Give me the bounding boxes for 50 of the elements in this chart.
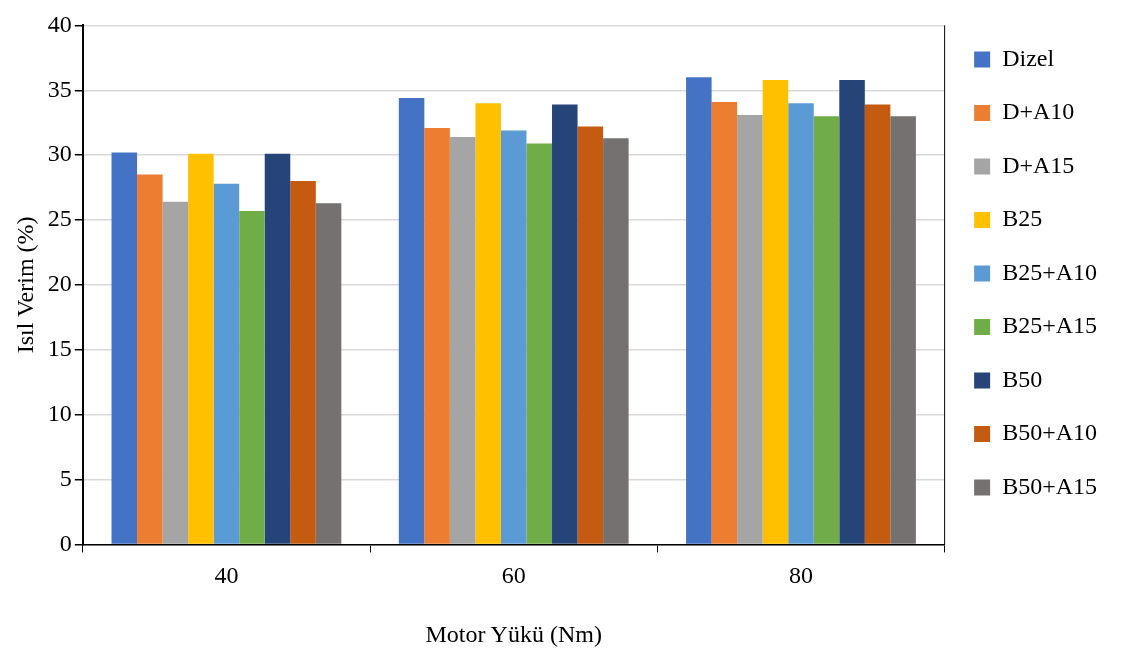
bar [475, 103, 501, 544]
x-tick-label: 60 [501, 562, 526, 589]
y-tick-label: 30 [47, 140, 72, 167]
legend-label: Dizel [1002, 44, 1055, 71]
y-tick-label: 10 [47, 399, 72, 426]
y-tick-label: 35 [47, 75, 72, 102]
bar [864, 104, 891, 544]
y-axis-title: Isıl Verim (%) [11, 216, 38, 354]
legend-label: B50 [1002, 365, 1043, 392]
legend-label: B25+A10 [1002, 258, 1097, 285]
bar [839, 79, 865, 544]
bar [162, 201, 189, 544]
bar [526, 143, 553, 544]
y-tick-label: 25 [47, 205, 72, 232]
bar [737, 114, 763, 544]
bar [398, 98, 425, 544]
legend-label: B25+A15 [1002, 312, 1097, 339]
legend-label: B25 [1002, 205, 1043, 232]
bar [686, 77, 712, 544]
y-tick-label: 15 [47, 335, 72, 362]
bar [603, 138, 629, 544]
y-tick-label: 40 [47, 10, 72, 37]
bar [188, 153, 214, 544]
bar [552, 104, 578, 544]
bar [239, 210, 265, 544]
x-tick-label: 80 [788, 562, 813, 589]
y-tick-label: 0 [59, 529, 72, 556]
legend-label: D+A15 [1002, 151, 1075, 178]
bar [315, 203, 342, 544]
legend-label: B50+A10 [1002, 419, 1097, 446]
bar [788, 103, 814, 544]
bar [137, 174, 163, 544]
legend-label: D+A10 [1002, 98, 1075, 125]
y-tick-label: 20 [47, 270, 72, 297]
bar [449, 136, 476, 544]
bar [424, 127, 450, 544]
y-tick-label: 5 [59, 464, 72, 491]
bar [213, 183, 240, 544]
bar [890, 116, 916, 544]
bar [577, 126, 604, 544]
bar [111, 152, 138, 544]
bar [813, 116, 840, 544]
bar [711, 101, 738, 544]
legend-label: B50+A15 [1002, 472, 1097, 499]
bar [762, 79, 789, 544]
bar [290, 181, 316, 544]
x-axis-title: Motor Yükü (Nm) [425, 620, 602, 647]
bar [500, 130, 527, 544]
x-tick-label: 40 [214, 562, 239, 589]
bar [264, 153, 291, 544]
